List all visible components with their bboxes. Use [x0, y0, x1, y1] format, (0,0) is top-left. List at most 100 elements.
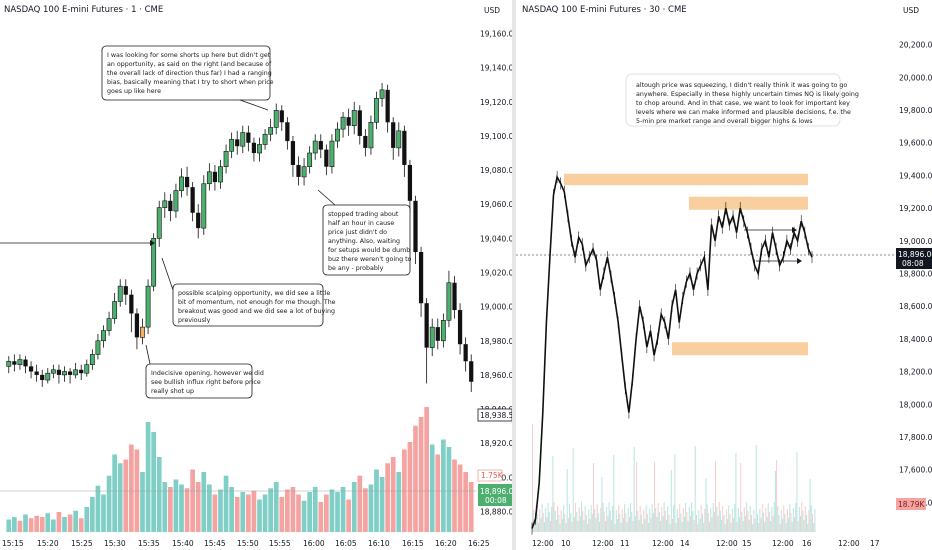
candle-body: [424, 303, 429, 348]
volume-bar: [800, 516, 802, 532]
volume-bar: [207, 484, 212, 532]
volume-bar: [168, 487, 173, 532]
note-shorts-line: the overall lack of direction thus far) …: [107, 70, 272, 77]
note-scalping-line: possible scalping opportunity, we did se…: [178, 290, 330, 297]
volume-bar: [533, 510, 535, 532]
chart-title: NASDAQ 100 E-mini Futures · 30 · CME: [522, 5, 687, 15]
candle-body: [6, 360, 12, 367]
y-tick-label: 19,060.00: [480, 200, 512, 209]
price-axis[interactable]: [477, 0, 512, 550]
volume-bar: [785, 523, 787, 532]
volume-bar: [664, 511, 666, 532]
x-tick-label: 15:30: [104, 539, 126, 548]
volume-bar: [468, 482, 474, 532]
volume-bar: [711, 517, 713, 532]
x-tick-label: 15:50: [237, 539, 259, 548]
note-scalping[interactable]: possible scalping opportunity, we did se…: [161, 257, 336, 327]
volume-bar: [620, 523, 622, 532]
volume-bar: [588, 510, 590, 532]
volume-bar: [813, 523, 815, 532]
volume-bar: [571, 522, 573, 532]
volume-bar: [806, 515, 808, 532]
y-tick-label: 19,080.00: [480, 166, 512, 175]
volume-bar: [441, 439, 446, 532]
volume-bar: [650, 518, 652, 532]
volume-bar: [67, 514, 73, 532]
candle-body: [301, 166, 307, 178]
volume-bar: [190, 469, 195, 532]
x-tick-label: 16:05: [335, 539, 357, 548]
volume-bar: [687, 521, 689, 532]
x-tick-label: 15:25: [71, 539, 93, 548]
candle-body: [329, 140, 335, 167]
price-axis[interactable]: [896, 0, 932, 550]
svg-text:00:08: 00:08: [485, 496, 507, 505]
volume-bar: [747, 511, 749, 532]
volume-bar: [703, 523, 705, 532]
volume-bar: [351, 482, 357, 532]
note-stopped[interactable]: stopped trading about half an hour in ca…: [317, 189, 412, 276]
squeeze-markers: [744, 227, 802, 264]
note-scalping-line: previously: [178, 317, 211, 324]
volume-bar: [670, 470, 672, 532]
y-tick-label: 18,920.00: [480, 439, 512, 448]
chart-1min-canvas[interactable]: I was looking for some shorts up here bu…: [0, 0, 512, 550]
volume-bar: [776, 460, 778, 532]
volume-bar: [693, 520, 695, 532]
volume-bar: [329, 489, 335, 532]
chart-30min-canvas[interactable]: altough price was squeezing, I didn't re…: [516, 0, 932, 550]
candle-body: [429, 326, 435, 348]
volume-bar: [627, 508, 629, 532]
volume-bar: [636, 462, 638, 532]
volume-bar: [608, 502, 610, 532]
candle-body: [89, 354, 95, 365]
y-tick-label: 19,200.00: [899, 204, 932, 213]
candle-body: [335, 128, 340, 142]
volume-bar: [290, 487, 296, 532]
candle-body: [168, 200, 173, 212]
volume-bar: [657, 503, 659, 532]
volume-bar: [279, 497, 285, 532]
y-tick-label: 20,200.00: [899, 41, 932, 50]
chart-panel-30min[interactable]: altough price was squeezing, I didn't re…: [516, 0, 932, 550]
volume-bar: [570, 513, 572, 532]
candle-body: [79, 369, 84, 374]
volume-bar: [814, 509, 816, 532]
price-label-box: 18,938.50: [477, 408, 512, 422]
volume-bar: [229, 487, 234, 532]
volume-bar: [731, 509, 733, 532]
y-tick-label: 20,000.00: [899, 73, 932, 82]
volume-bar: [753, 510, 755, 532]
volume-bar: [774, 471, 776, 532]
volume-bar: [567, 518, 569, 532]
volume-bar: [724, 524, 726, 532]
candle-body: [262, 133, 268, 145]
volume-bar: [603, 512, 605, 532]
note-shorts[interactable]: I was looking for some shorts up here bu…: [101, 45, 274, 111]
candle-body: [184, 176, 190, 188]
volume-bar: [549, 521, 551, 532]
y-tick-label: 18,600.00: [899, 302, 932, 311]
note-opening[interactable]: Indecisive opening, however we did see b…: [145, 344, 264, 399]
volume-bar: [273, 482, 279, 532]
volume-bar: [701, 514, 703, 532]
x-tick-label: 12:00: [716, 539, 738, 548]
volume-bar: [764, 522, 766, 532]
volume-bar: [804, 506, 806, 532]
panel-divider[interactable]: [512, 0, 516, 550]
volume-bar: [452, 459, 457, 532]
volume-bar: [772, 516, 774, 532]
volume-bar: [573, 517, 575, 532]
volume-bar: [429, 444, 435, 532]
volume-bar: [632, 521, 634, 532]
volume-bar: [548, 512, 550, 532]
candle-body: [351, 110, 357, 127]
volume-bar: [734, 504, 736, 532]
note-squeeze[interactable]: altough price was squeezing, I didn't re…: [625, 73, 859, 127]
volume-bar: [791, 522, 793, 532]
candle-body: [23, 359, 28, 367]
chart-panel-1min[interactable]: I was looking for some shorts up here bu…: [0, 0, 512, 550]
volume-bar: [759, 509, 761, 532]
volume-bar: [615, 510, 617, 532]
volume-bar: [706, 504, 708, 532]
